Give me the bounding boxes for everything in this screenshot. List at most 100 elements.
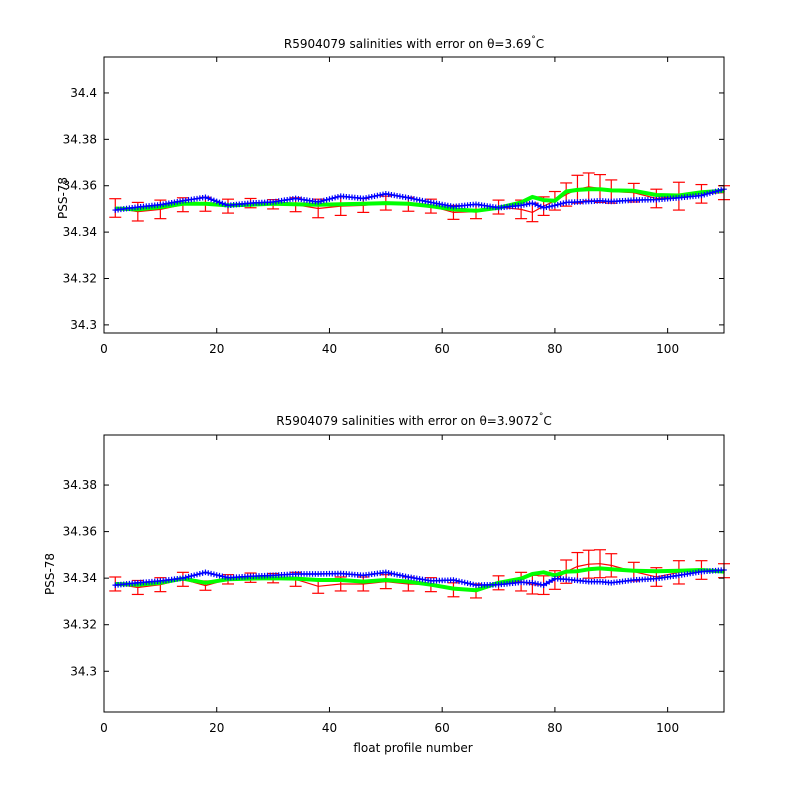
p1-y-tick-label: 34.38 [63,132,97,146]
p2-float-marker [216,572,223,579]
p1-float-marker [715,187,722,194]
p1-float-marker [535,202,541,209]
p1-float-marker [557,201,564,207]
p1-float-marker [529,200,536,206]
p2-y-tick-label: 34.34 [63,571,97,585]
p1-y-tick-label: 34.34 [63,225,97,239]
p2-float-marker [549,577,555,584]
p1-float-marker [698,192,705,199]
p1-y-tick-label: 34.32 [63,271,97,285]
p1-float-marker [208,196,214,203]
y-axis-label-1: PSS-78 [56,177,70,219]
p2-error-bar [605,553,618,578]
p1-float-marker [216,199,223,206]
p1-float-marker [213,198,220,205]
chart-title-1-unit: C [536,37,544,51]
chart-panel-2: R5904079 salinities with error on θ=3.90… [43,412,730,755]
p2-x-tick-label: 100 [656,721,679,735]
p1-float-marker [552,202,558,209]
p1-float-marker [704,191,710,197]
plot-area-2 [109,549,730,599]
p1-y-tick-label: 34.36 [63,179,97,193]
p1-float-marker [560,200,567,206]
plot-area-1 [109,172,730,223]
p1-float-marker [326,196,333,202]
p2-float-marker [222,574,228,580]
p2-x-tick-label: 0 [100,721,108,735]
p2-float-marker [453,577,460,584]
p2-y-tick-label: 34.36 [63,525,97,539]
p2-float-marker [470,581,476,588]
p1-x-tick-label: 0 [100,342,108,356]
p1-x-tick-label: 20 [209,342,224,356]
p1-float-marker [323,196,330,203]
p1-float-marker [202,194,209,201]
chart-title-1: R5904079 salinities with error on θ=3.69… [284,35,544,51]
p1-float-marker [554,201,561,208]
p1-float-marker [329,195,336,202]
p1-y-tick-label: 34.4 [70,86,97,100]
p2-mapped-salinity-line [115,566,725,593]
p1-float-marker [532,201,538,208]
p2-float-marker [211,571,217,578]
p2-float-marker [464,580,471,587]
x-axis-label: float profile number [353,741,472,755]
p2-float-marker [456,578,462,585]
p1-float-marker [709,189,716,196]
p2-float-marker [546,579,553,585]
p1-float-marker [538,203,544,210]
p2-float-marker [180,575,186,581]
p2-float-marker [197,570,203,577]
axes-frame-2 [103,434,725,713]
p2-float-marker [188,573,195,579]
p2-x-tick-label: 60 [435,721,450,735]
p2-float-marker [219,573,226,580]
p1-float-salinity-markers [112,186,727,213]
axis-ticks-2: 0 20 40 60 80 100 34.3 34.32 34.34 34.36 34.38 [63,435,724,735]
p2-float-marker [467,581,474,587]
axes-frame-1 [103,56,725,334]
p2-float-marker [191,572,197,579]
p1-x-tick-label: 40 [322,342,337,356]
p1-float-marker [718,187,724,193]
p1-y-tick-label: 34.3 [70,318,97,332]
p1-float-marker [321,197,327,204]
p2-float-salinity-markers [112,567,727,588]
p1-x-tick-label: 60 [435,342,450,356]
p2-x-tick-label: 40 [322,721,337,735]
chart-title-1-degree: ° [531,35,536,45]
p2-float-marker [461,579,468,586]
p2-error-bar [582,549,595,579]
p2-float-marker [543,580,550,587]
p1-float-marker [712,188,719,195]
p1-float-marker [211,197,217,204]
p2-float-marker [540,582,547,588]
p2-float-marker [213,572,220,578]
p2-y-tick-label: 34.38 [63,478,97,492]
p1-x-tick-label: 80 [547,342,562,356]
p1-float-marker [707,190,713,196]
chart-title-2-unit: C [543,414,551,428]
chart-panel-1: R5904079 salinities with error on θ=3.69… [56,35,730,356]
p2-float-marker [199,570,206,576]
p2-y-tick-label: 34.32 [63,618,97,632]
p1-float-marker [315,199,321,205]
p2-x-tick-label: 80 [547,721,562,735]
p1-float-marker [332,194,338,201]
chart-title-2-degree: ° [539,412,544,422]
y-axis-label-2: PSS-78 [43,553,57,595]
p2-float-marker [182,574,189,581]
p1-x-tick-label: 100 [656,342,679,356]
p2-y-tick-label: 34.3 [70,664,97,678]
p1-float-marker [701,191,708,198]
p2-float-marker [459,579,465,585]
p2-x-tick-label: 20 [209,721,224,735]
chart-title-2: R5904079 salinities with error on θ=3.90… [276,412,551,428]
p1-float-marker [335,194,341,200]
p1-float-marker [219,200,226,207]
p1-float-marker [205,195,212,202]
p2-float-marker [202,569,209,576]
p2-error-bar [594,549,606,579]
